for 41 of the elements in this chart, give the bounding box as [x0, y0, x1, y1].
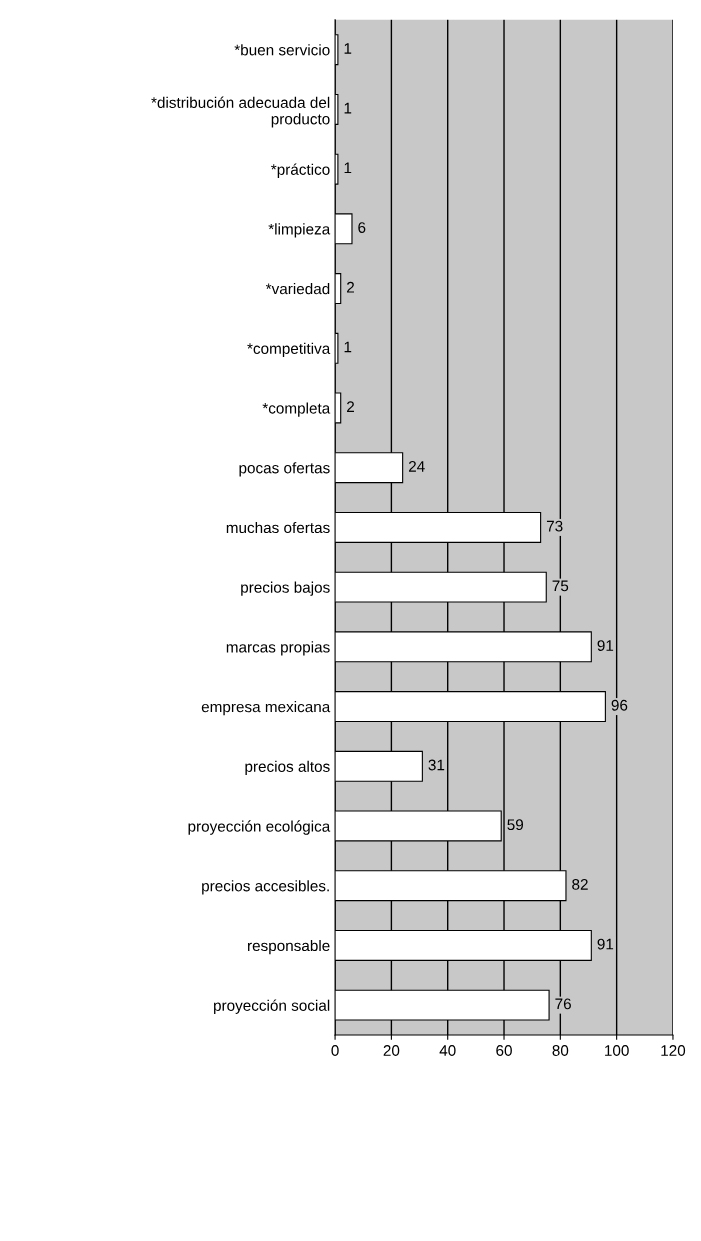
y-tick-label: *competitiva — [247, 342, 331, 357]
y-tick-label: precios bajos — [241, 581, 330, 596]
x-tick-label: 120 — [661, 1045, 686, 1056]
y-tick-label: *buen servicio — [234, 44, 330, 56]
data-label: 73 — [546, 520, 563, 532]
data-label: 91 — [597, 938, 614, 950]
y-tick-label: muchas ofertas — [226, 521, 330, 534]
data-label: 1 — [344, 341, 352, 353]
y-tick-label: precios accesibles. — [202, 880, 329, 895]
y-tick-label: proyección ecológica — [188, 820, 331, 835]
data-label: 59 — [507, 819, 524, 831]
x-tick-label: 20 — [383, 1045, 400, 1056]
x-tick-label: 80 — [552, 1045, 569, 1056]
x-tick-label: 40 — [439, 1045, 456, 1056]
y-tick-label: *variedad — [265, 283, 330, 295]
y-tick-label: *distribución adecuada del producto — [151, 96, 330, 128]
y-tick-label: proyección social — [214, 999, 330, 1014]
y-tick-label: *limpieza — [268, 223, 331, 238]
data-label: 24 — [408, 460, 425, 472]
x-tick-label: 0 — [331, 1045, 339, 1056]
data-label: 76 — [555, 998, 571, 1010]
data-label: 1 — [344, 162, 352, 174]
y-tick-label: *completa — [262, 402, 331, 417]
data-label: 2 — [347, 281, 354, 293]
data-label: 1 — [344, 43, 352, 54]
y-tick-label: responsable — [248, 939, 330, 955]
y-tick-label: pocas ofertas — [239, 462, 330, 477]
y-tick-label: *práctico — [271, 163, 330, 178]
y-tick-label: precios altos — [245, 760, 330, 775]
x-tick-label: 60 — [496, 1045, 512, 1056]
y-tick-label: marcas propias — [226, 641, 330, 656]
data-label: 6 — [358, 222, 366, 233]
data-label: 31 — [428, 759, 445, 771]
data-label: 2 — [347, 401, 354, 412]
data-label: 1 — [344, 102, 352, 114]
y-tick-label: empresa mexicana — [201, 701, 331, 716]
data-label: 82 — [572, 878, 588, 890]
data-label: 75 — [552, 580, 569, 592]
data-label: 96 — [611, 699, 628, 711]
data-label: 91 — [597, 640, 614, 651]
x-tick-label: 100 — [605, 1045, 629, 1056]
